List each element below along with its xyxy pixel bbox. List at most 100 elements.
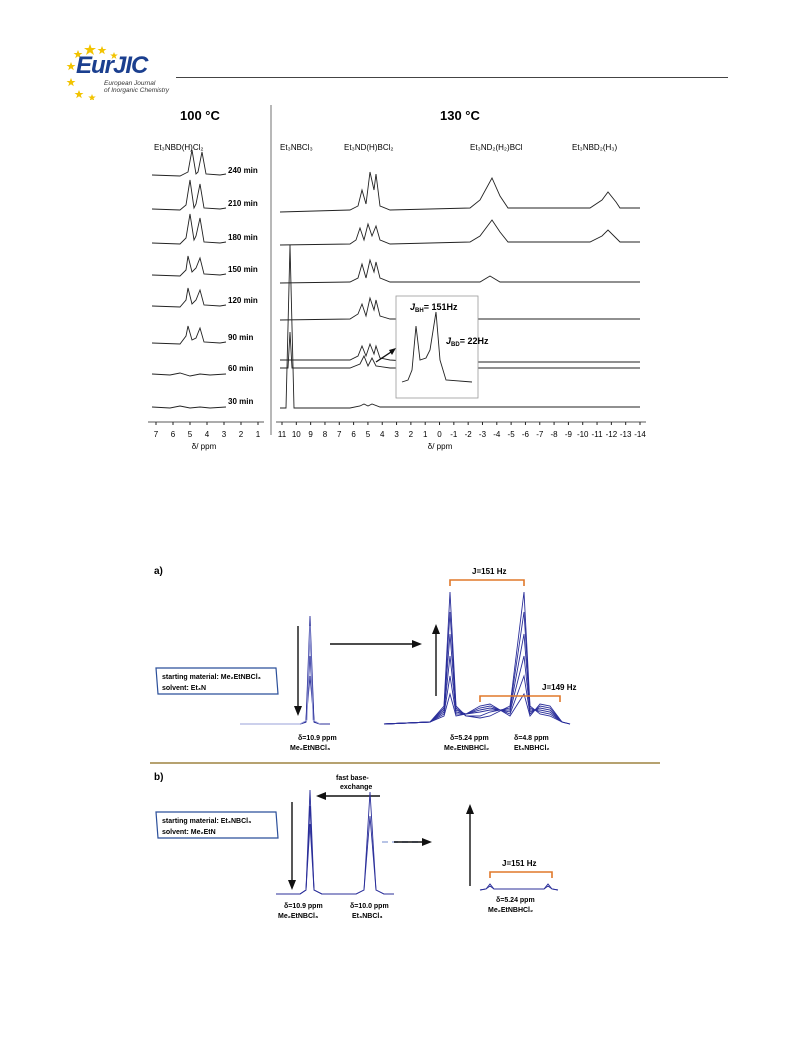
- j-bracket-top: [449, 579, 525, 586]
- species-label-2: Et₃ND(H)BCl₂: [344, 143, 393, 152]
- figure-2-nmr-scheme: a) starting material: Me₂EtNBCl₃ solvent…: [150, 566, 660, 920]
- right-tick-label: 3: [394, 430, 399, 439]
- left-tick-labels: 7 6 5 4 3 2 1: [154, 422, 261, 439]
- panel-a-left-shift: δ=10.9 ppm: [298, 735, 337, 742]
- right-tick-label: 11: [278, 430, 287, 439]
- right-tick-label: 8: [323, 430, 328, 439]
- right-tick-label: 10: [292, 430, 301, 439]
- journal-logo: EurJIC European Journal of Inorganic Che…: [62, 40, 182, 100]
- left-trace-150: [151, 255, 227, 277]
- panel-b-info-box: [155, 811, 279, 839]
- figure-1-nmr-spectra: 100 °C 130 °C Et₃NBD(H)Cl₂ Et₃NBCl₃ Et₃N…: [148, 105, 646, 451]
- time-label: 180 min: [228, 233, 258, 242]
- time-label: 60 min: [228, 364, 253, 373]
- panel-b-left-shift: δ=10.9 ppm: [284, 903, 323, 910]
- left-trace-180: [151, 213, 227, 245]
- panel-b-label: b): [154, 772, 163, 783]
- left-trace-90: [151, 325, 227, 345]
- panel-a-left-peak: [240, 615, 330, 725]
- j-bracket-b: [489, 871, 553, 878]
- right-tick-label: -3: [479, 430, 487, 439]
- panel-b-right-peaks: [479, 883, 559, 891]
- left-tick-label: 5: [188, 430, 193, 439]
- j-bracket-mid: [479, 695, 561, 702]
- panel-a-starting-material: starting material: Me₂EtNBCl₃: [162, 674, 261, 681]
- panel-b-starting-material: starting material: Et₃NBCl₃: [162, 818, 251, 825]
- right-temperature-title: 130 °C: [440, 108, 481, 123]
- left-trace-30: [151, 405, 227, 409]
- panel-b-left-compound: Me₂EtNBCl₃: [278, 913, 318, 920]
- left-trace-240: [151, 149, 227, 177]
- panel-a-mid-shift: δ=5.24 ppm: [450, 735, 489, 742]
- panel-a-label: a): [154, 566, 163, 577]
- inset-jbd-label: JBD= 22Hz: [446, 336, 489, 348]
- right-trace-120: [279, 296, 640, 321]
- right-tick-label: 2: [409, 430, 414, 439]
- exchange-label-1: fast base-: [336, 775, 369, 782]
- right-tick-label: -4: [493, 430, 501, 439]
- right-trace-90: [280, 342, 640, 363]
- panel-a-j-mid: J=149 Hz: [542, 683, 576, 692]
- panel-a-mid-compound: Me₂EtNBHCl₂: [444, 745, 489, 752]
- species-label-3: Et₃ND₂(H₂)BCl: [470, 143, 523, 152]
- panel-a-j-top: J=151 Hz: [472, 567, 506, 576]
- logo-subtitle: European Journal of Inorganic Chemistry: [104, 80, 170, 94]
- panel-a-info-box: [155, 667, 279, 695]
- header-rule: [176, 77, 728, 78]
- right-tick-label: -1: [450, 430, 458, 439]
- panel-a-left-compound: Me₂EtNBCl₃: [290, 745, 330, 752]
- left-species-label: Et₃NBD(H)Cl₂: [154, 143, 203, 152]
- right-tick-label: -13: [620, 430, 632, 439]
- right-tick-label: -9: [565, 430, 573, 439]
- time-label: 30 min: [228, 397, 253, 406]
- left-spectra-traces: [151, 149, 227, 409]
- right-tick-label: 5: [366, 430, 371, 439]
- right-tick-label: -6: [522, 430, 530, 439]
- species-label-1: Et₃NBCl₃: [280, 143, 313, 152]
- right-tick-label: 4: [380, 430, 385, 439]
- right-axis-title: δ/ ppm: [428, 442, 453, 451]
- panel-b-mid-shift: δ=10.0 ppm: [350, 903, 389, 910]
- right-tick-label: 0: [437, 430, 442, 439]
- right-trace-60: [280, 331, 640, 369]
- left-temperature-title: 100 °C: [180, 108, 221, 123]
- panel-b-right-shift: δ=5.24 ppm: [496, 897, 535, 904]
- time-label: 150 min: [228, 265, 258, 274]
- left-tick-label: 1: [256, 430, 261, 439]
- left-axis-title: δ/ ppm: [192, 442, 217, 451]
- time-label: 210 min: [228, 199, 258, 208]
- time-label: 120 min: [228, 296, 258, 305]
- right-tick-label: 7: [337, 430, 342, 439]
- right-trace-150: [279, 258, 640, 284]
- left-trace-210: [151, 179, 227, 211]
- right-trace-180: [279, 219, 640, 246]
- logo-wordmark: EurJIC: [76, 52, 148, 79]
- left-trace-120: [151, 287, 227, 308]
- right-tick-label: -2: [465, 430, 473, 439]
- left-tick-label: 2: [239, 430, 244, 439]
- inset-trace: [401, 311, 473, 383]
- panel-b-mid-compound: Et₃NBCl₃: [352, 913, 383, 920]
- right-tick-label: -11: [592, 430, 604, 439]
- left-tick-label: 4: [205, 430, 210, 439]
- right-tick-label: -7: [536, 430, 544, 439]
- right-trace-30: [280, 244, 640, 409]
- panel-a-solvent: solvent: Et₃N: [162, 685, 206, 692]
- left-trace-60: [151, 372, 227, 377]
- left-tick-label: 7: [154, 430, 159, 439]
- right-tick-label: 6: [351, 430, 356, 439]
- panel-a-right-compound: Et₃NBHCl₂: [514, 745, 550, 752]
- inset-jbh-label: JBH= 151Hz: [410, 302, 458, 314]
- panel-b-peaks: [276, 789, 394, 895]
- right-tick-label: -12: [606, 430, 618, 439]
- right-tick-label: 9: [308, 430, 313, 439]
- left-tick-label: 6: [171, 430, 176, 439]
- star-ring-icon: [66, 44, 118, 100]
- right-tick-label: 1: [423, 430, 428, 439]
- right-trace-210: [279, 171, 640, 213]
- right-tick-label: -14: [634, 430, 646, 439]
- exchange-label-2: exchange: [340, 784, 372, 791]
- panel-b-right-compound: Me₂EtNBHCl₂: [488, 907, 533, 914]
- species-label-4: Et₃NBD₂(H₃): [572, 143, 618, 152]
- right-tick-label: -10: [577, 430, 589, 439]
